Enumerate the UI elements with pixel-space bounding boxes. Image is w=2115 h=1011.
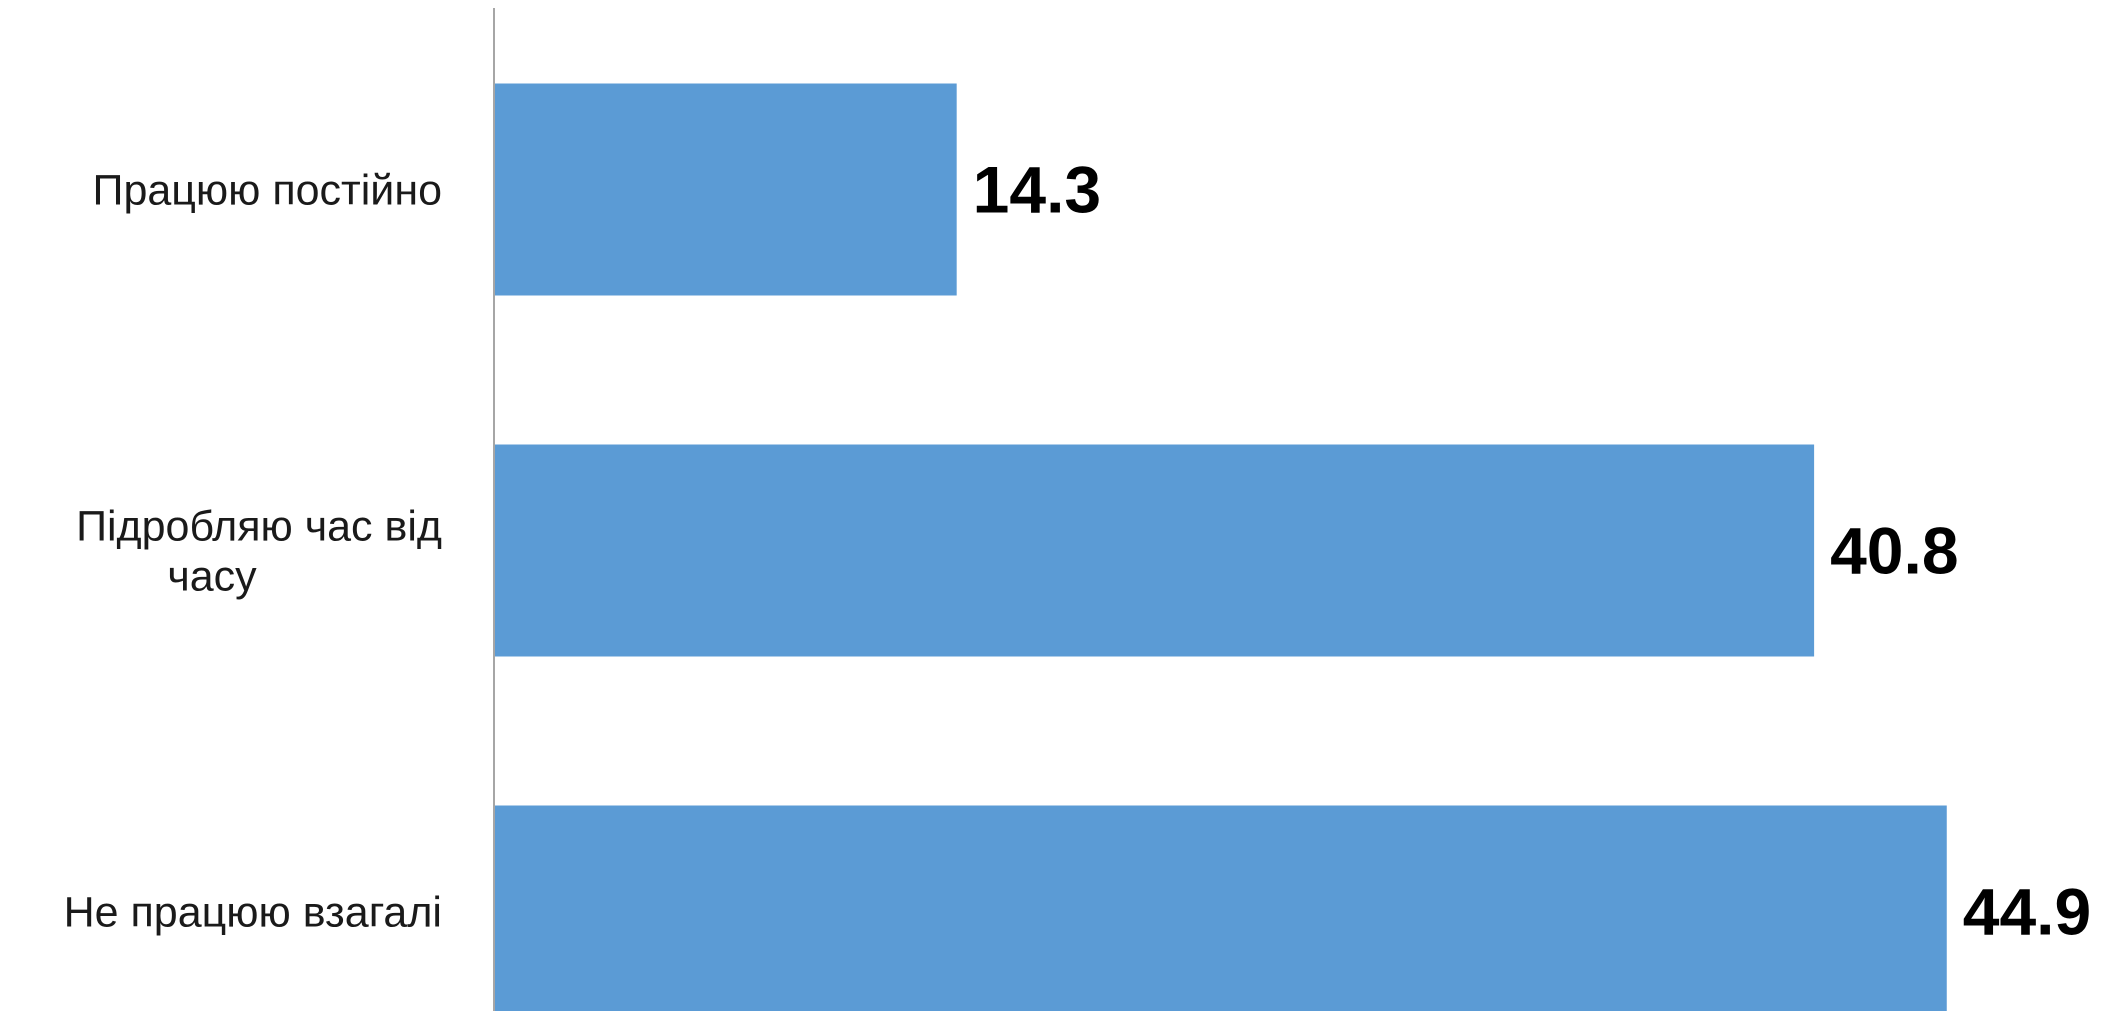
category-label-1: Працюю постійно (93, 167, 442, 215)
category-label-3: Не працюю взагалі (64, 889, 442, 937)
value-label-3: 44.9 (1963, 875, 2091, 949)
category-label-3-line-1: Не працюю взагалі (64, 889, 442, 937)
category-label-2-line-2: часу (167, 553, 257, 601)
bar-1 (494, 83, 957, 296)
value-label-2: 40.8 (1830, 514, 1958, 588)
bar-3 (494, 805, 1947, 1011)
bars-group (494, 83, 1947, 1011)
value-label-1: 14.3 (973, 153, 1101, 227)
category-label-2-line-1: Підробляю час від (76, 503, 442, 551)
category-labels-group: Працюю постійно Підробляю час від часу Не п… (64, 167, 442, 937)
bar-2 (494, 444, 1815, 657)
value-labels-group: 14.3 40.8 44.9 (973, 153, 2092, 949)
category-label-2: Підробляю час від часу (76, 503, 442, 601)
category-label-1-line-1: Працюю постійно (93, 167, 442, 215)
